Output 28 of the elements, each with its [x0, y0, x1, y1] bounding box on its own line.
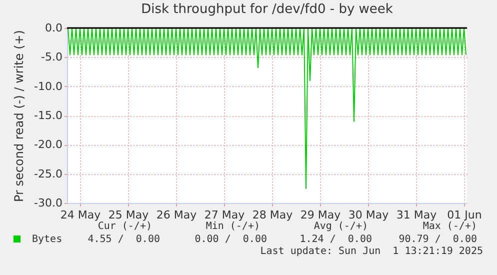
chart-title: Disk throughput for /dev/fd0 - by week: [141, 2, 394, 17]
y-tick-label: -20.0: [34, 138, 62, 152]
y-tick-label: -30.0: [34, 196, 62, 210]
text: 90.79 / 0.00: [398, 234, 477, 246]
x-tick-label: 27 May: [204, 208, 246, 222]
text: 0.00 / 0.00: [194, 234, 267, 246]
x-tick-label: 01 Jun: [447, 208, 482, 222]
text: Last update: Sun Jun 1 13:21:19 2025: [260, 246, 483, 258]
x-tick-label: 26 May: [156, 208, 198, 222]
x-tick-label: 28 May: [252, 208, 294, 222]
text: 4.55 / 0.00: [88, 234, 160, 246]
x-tick-label: 24 May: [60, 208, 102, 222]
text: 1.24 / 0.00: [300, 234, 372, 246]
y-tick-label: 0.0: [45, 22, 62, 34]
y-axis-title: Pr second read (-) / write (+): [12, 30, 26, 202]
y-tick-label: -15.0: [34, 109, 62, 122]
y-tick-label: -25.0: [34, 167, 62, 180]
text: Max (-/+): [422, 221, 477, 233]
x-tick-label: 30 May: [348, 208, 390, 222]
y-tick-label: -5.0: [41, 50, 62, 64]
x-tick-label: 31 May: [396, 208, 438, 222]
x-tick-label: 25 May: [108, 208, 150, 222]
text: Avg (-/+): [314, 221, 368, 233]
text: Min (-/+): [206, 221, 260, 233]
x-tick-label: 29 May: [300, 208, 342, 222]
text: Cur (-/+): [98, 221, 152, 233]
y-tick-label: -10.0: [34, 80, 62, 93]
legend-label: Bytes: [32, 234, 62, 245]
